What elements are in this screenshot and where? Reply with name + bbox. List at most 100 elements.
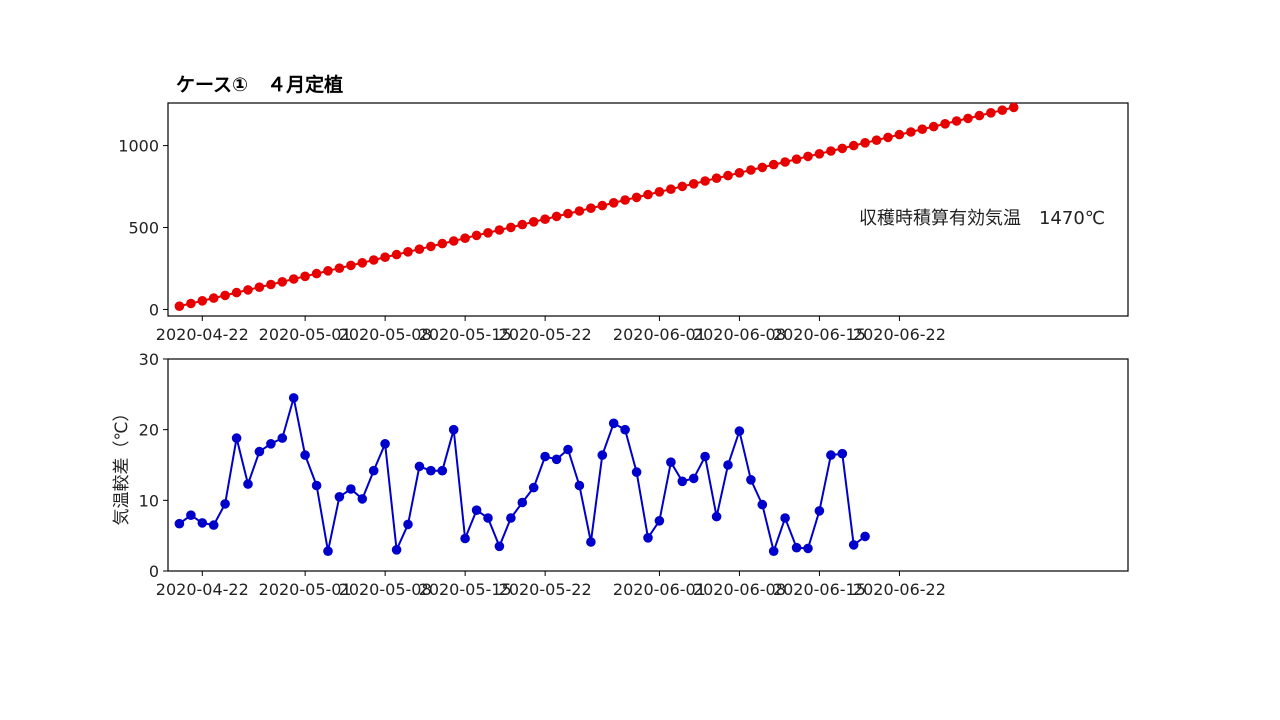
data-point [654,516,665,526]
data-point [928,121,939,132]
data-point [266,279,276,290]
plot-frame [167,358,1129,572]
data-point [357,494,368,504]
data-point [220,499,230,509]
data-point [620,424,630,435]
data-point [174,301,185,312]
data-point [757,162,768,173]
data-point [700,451,710,462]
data-point [483,513,493,523]
x-tick-label: 2020-06-22 [853,325,946,344]
data-point [974,110,985,121]
data-point [940,119,950,129]
data-point [677,181,688,192]
data-point [574,206,585,216]
y-tick-label: 0 [149,300,159,319]
x-tick-label: 2020-04-22 [156,580,249,599]
data-point [311,268,322,279]
data-point [848,140,859,151]
data-point [643,533,653,543]
data-point [551,211,562,222]
data-point [506,513,516,523]
data-point [723,170,733,181]
data-point [197,296,208,306]
data-point [860,531,870,542]
data-point [620,195,630,205]
x-tick-label: 2020-05-22 [499,325,592,344]
series-line [178,397,866,555]
data-point [471,230,482,241]
x-tick-label: 2020-06-22 [853,580,946,599]
data-point [300,450,310,460]
data-point [951,116,962,126]
data-point [448,424,459,435]
data-point [803,543,813,554]
data-point [391,545,402,555]
data-point [848,540,859,550]
data-point [986,108,996,118]
data-point [368,255,379,265]
data-point [803,151,813,162]
chart-title: ケース① ４月定植 [176,74,344,96]
y-tick-label: 0 [149,562,159,581]
data-point [403,519,413,530]
data-point [471,505,482,515]
data-point [688,179,699,189]
data-point [597,200,608,211]
x-tick-label: 2020-05-01 [259,325,352,344]
data-point [414,461,425,472]
data-point [746,165,756,175]
data-point [814,149,825,159]
x-tick-label: 2020-05-01 [259,580,352,599]
data-point [540,214,550,224]
data-point [208,293,219,303]
data-point [288,274,299,284]
data-point [666,184,676,194]
y-axis-label: 気温較差（℃） [112,404,132,525]
data-point [437,238,448,249]
data-point [266,439,276,449]
y-tick-label: 30 [139,350,159,369]
data-point [791,542,802,553]
data-point [860,138,870,148]
data-point [323,266,333,276]
data-point [288,393,299,403]
data-point [711,511,722,522]
data-point [746,475,756,485]
x-tick-label: 2020-05-08 [339,325,432,344]
data-point [448,236,459,246]
y-tick-label: 20 [139,421,159,440]
data-point [837,143,848,154]
data-point [688,473,699,484]
data-point [597,450,608,460]
x-tick-label: 2020-06-01 [613,325,706,344]
data-point [540,451,550,462]
data-point [608,418,619,429]
data-point [494,225,505,235]
data-point [631,192,642,203]
data-point [243,285,253,295]
data-point [906,127,916,137]
x-tick-label: 2020-04-22 [156,325,249,344]
data-point [346,484,356,494]
data-point [483,228,493,238]
data-point [380,252,390,262]
data-point [323,546,333,556]
data-point [243,479,253,489]
data-point [174,518,185,529]
data-point [883,132,893,143]
data-point [334,263,345,274]
x-tick-label: 2020-05-15 [419,325,512,344]
data-point [403,247,413,257]
data-point [220,290,230,301]
x-tick-label: 2020-06-08 [693,325,786,344]
data-point [997,105,1008,115]
data-point [631,467,642,477]
data-point [826,450,836,460]
data-point [426,241,436,252]
data-point [460,233,470,243]
y-tick-label: 500 [128,219,159,238]
data-point [197,518,208,528]
data-point [277,433,288,443]
